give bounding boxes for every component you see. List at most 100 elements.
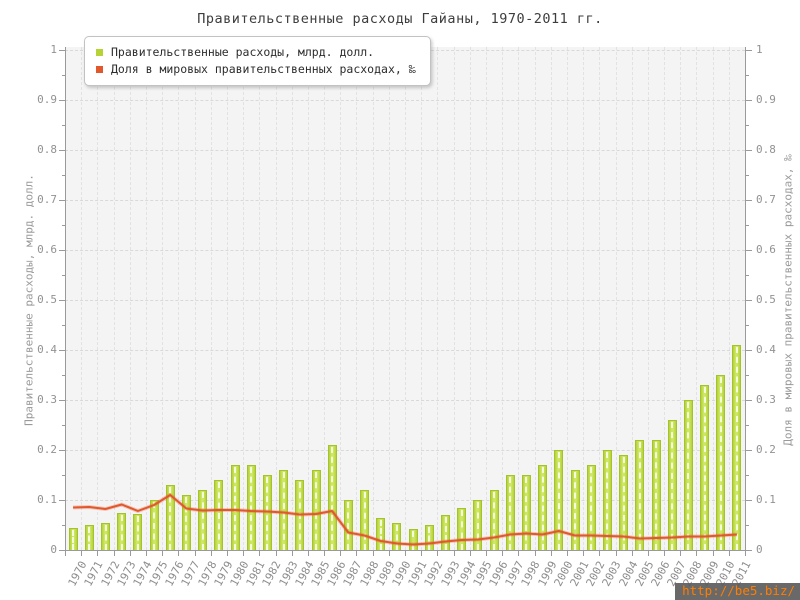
y-tick-right (746, 500, 752, 501)
y-minor-tick-left (62, 325, 65, 326)
y-tick-right (746, 200, 752, 201)
y-tick-label-right: 0.3 (756, 393, 776, 406)
x-tick (437, 551, 439, 556)
x-tick (113, 551, 115, 556)
bar-1983 (279, 470, 289, 550)
legend-label-world-share: Доля в мировых правительственных расхода… (111, 62, 416, 76)
x-tick (243, 551, 245, 556)
x-tick (680, 551, 682, 556)
y-axis-title-left: Правительственные расходы, млрд. долл. (22, 174, 36, 426)
y-axis-right (745, 47, 746, 556)
x-tick (81, 551, 83, 556)
y-tick-label-left: 0.1 (37, 493, 57, 506)
y-minor-tick-left (62, 225, 65, 226)
y-tick-left (59, 350, 65, 351)
y-axis-title-right: Доля в мировых правительственных расхода… (781, 154, 795, 446)
y-minor-tick-right (746, 175, 749, 176)
watermark-link[interactable]: http://be5.biz/ (675, 583, 800, 600)
x-tick (502, 551, 504, 556)
bar-2008 (683, 400, 693, 550)
x-tick (615, 551, 617, 556)
x-tick (210, 551, 212, 556)
x-tick (324, 551, 325, 556)
x-tick (259, 551, 261, 556)
bar-2000 (554, 450, 564, 550)
y-minor-tick-left (62, 275, 65, 276)
y-tick-right (746, 550, 752, 551)
y-tick-label-right: 0.6 (756, 243, 776, 256)
legend-item-world-share: Доля в мировых правительственных расхода… (96, 61, 416, 78)
y-tick-label-left: 0.2 (37, 443, 57, 456)
bar-1971 (84, 525, 94, 550)
gridline-vertical (372, 47, 374, 550)
x-tick (647, 551, 649, 556)
y-minor-tick-left (62, 175, 65, 176)
bar-1970 (68, 527, 78, 550)
y-tick-label-left: 0 (50, 543, 57, 556)
gridline-vertical (210, 47, 212, 550)
bar-1986 (327, 445, 337, 550)
gridline-vertical (728, 47, 730, 550)
x-tick (664, 551, 665, 556)
bar-1977 (181, 495, 191, 550)
bar-1997 (505, 475, 515, 550)
y-tick-label-right: 0.2 (756, 443, 776, 456)
x-tick (356, 551, 358, 556)
x-tick (599, 551, 601, 556)
gridline-vertical (97, 47, 99, 550)
bar-1981 (246, 465, 256, 550)
x-tick (469, 551, 471, 556)
y-tick-label-left: 0.4 (37, 343, 57, 356)
gridline-vertical (534, 47, 536, 550)
y-tick-left (59, 250, 65, 251)
gridline-vertical (680, 47, 682, 550)
bar-1980 (230, 465, 240, 550)
x-tick (534, 551, 536, 556)
bar-1973 (117, 512, 127, 550)
y-minor-tick-right (746, 75, 749, 76)
bar-1989 (376, 517, 386, 550)
y-tick-right (746, 150, 752, 151)
gridline-vertical (664, 47, 665, 550)
x-tick (712, 551, 714, 556)
y-tick-label-left: 1 (50, 43, 57, 56)
y-tick-label-right: 0.4 (756, 343, 776, 356)
y-minor-tick-left (62, 375, 65, 376)
y-tick-right (746, 400, 752, 401)
bar-1987 (343, 500, 353, 550)
y-minor-tick-right (746, 525, 749, 526)
x-tick (226, 551, 228, 556)
gridline-vertical (647, 47, 649, 550)
x-tick (307, 551, 309, 556)
y-tick-right (746, 50, 752, 51)
gridline-vertical (550, 47, 552, 550)
bar-1984 (295, 480, 305, 550)
y-minor-tick-right (746, 125, 749, 126)
x-tick (728, 551, 730, 556)
y-minor-tick-left (62, 475, 65, 476)
x-axis (60, 550, 750, 551)
gridline-vertical (259, 47, 261, 550)
x-tick (696, 551, 698, 556)
y-tick-left (59, 300, 65, 301)
x-tick (178, 551, 180, 556)
x-tick (97, 551, 99, 556)
bar-1974 (133, 514, 143, 550)
bar-1992 (424, 525, 434, 550)
y-tick-right (746, 250, 752, 251)
gridline-vertical (243, 47, 245, 550)
y-tick-left (59, 500, 65, 501)
gridline-vertical (566, 47, 568, 550)
gridline-vertical (583, 47, 585, 550)
x-tick (583, 551, 585, 556)
x-tick (421, 551, 423, 556)
bar-1994 (457, 507, 467, 550)
y-tick-left (59, 100, 65, 101)
bar-1985 (311, 470, 321, 550)
y-tick-right (746, 350, 752, 351)
chart-title: Правительственные расходы Гайаны, 1970-2… (197, 11, 603, 27)
x-tick (194, 551, 196, 556)
y-minor-tick-right (746, 225, 749, 226)
y-tick-label-left: 0.6 (37, 243, 57, 256)
